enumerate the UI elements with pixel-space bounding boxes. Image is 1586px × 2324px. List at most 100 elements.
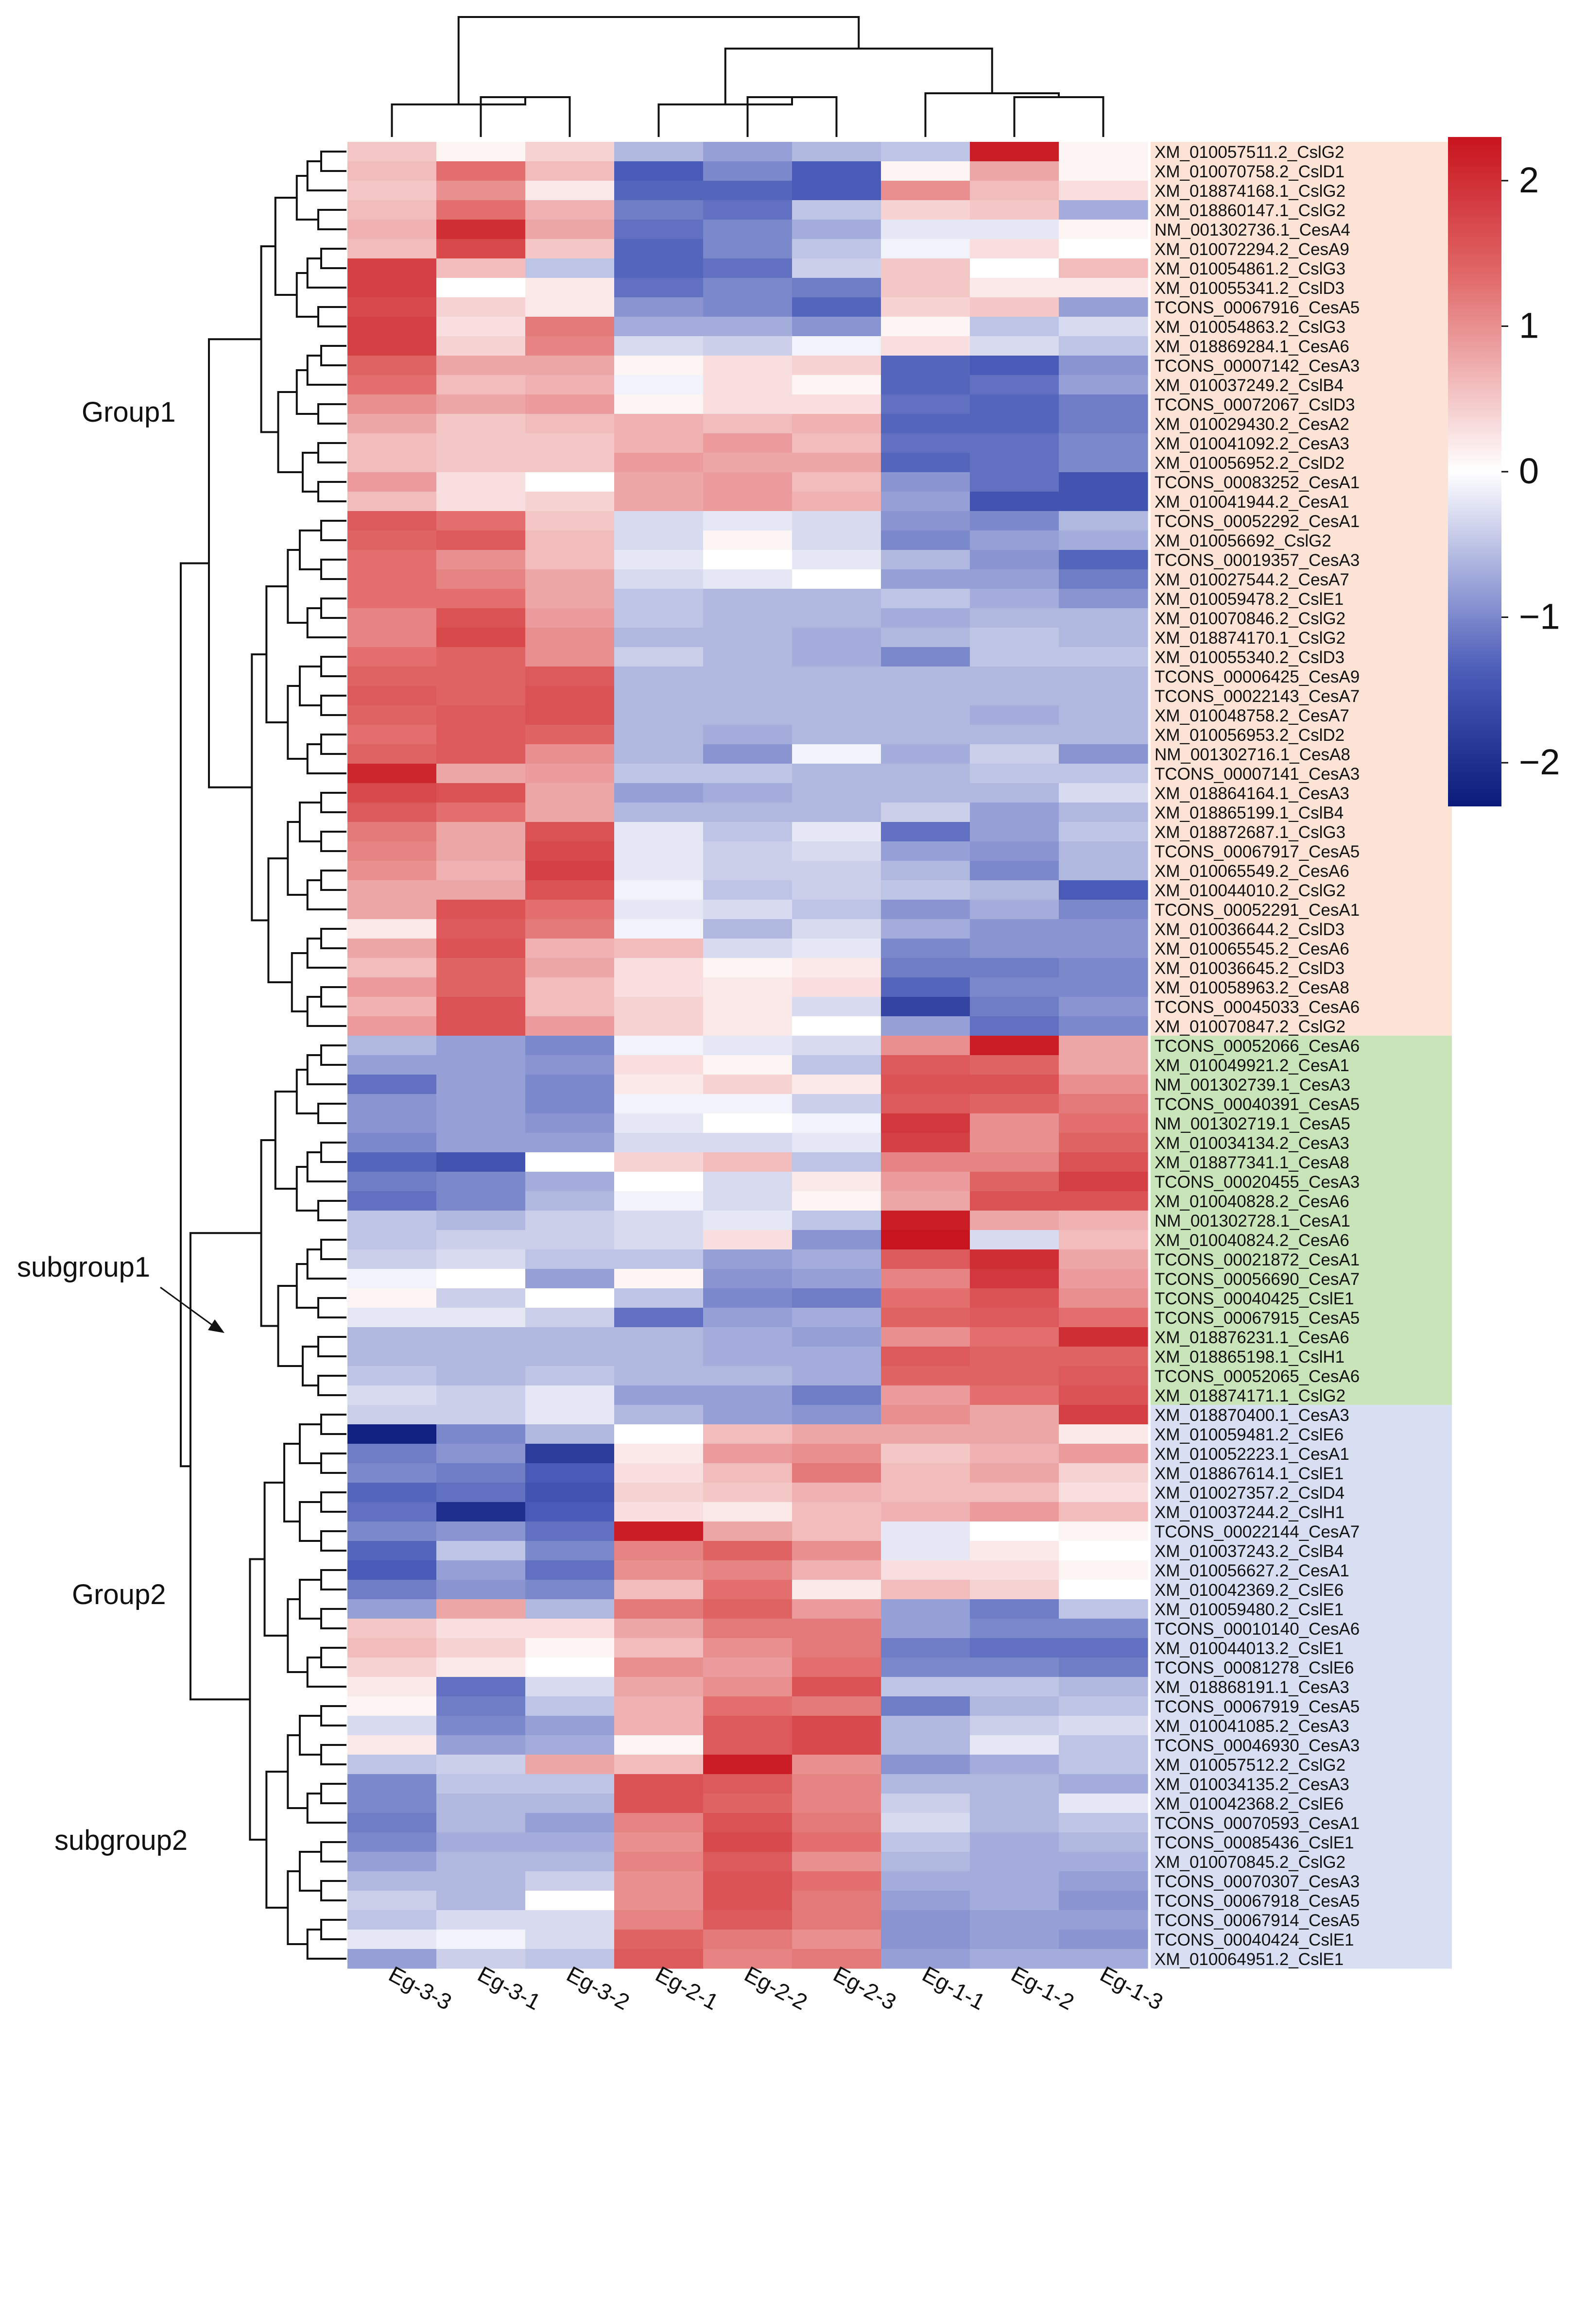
gene-label-background [1151,1560,1452,1580]
heatmap-cell [881,1424,970,1444]
heatmap-cell [525,1133,615,1153]
heatmap-cell [703,1347,793,1367]
heatmap-cell [881,297,970,317]
heatmap-cell [792,1619,881,1639]
heatmap-cell [703,1133,793,1153]
gene-label-background [1151,1269,1452,1289]
heatmap-cell [436,336,526,356]
heatmap-cell [436,1152,526,1172]
heatmap-cell [614,1871,704,1891]
heatmap-cell [881,1541,970,1561]
heatmap-cell [970,1755,1059,1775]
heatmap-cell [792,375,881,395]
heatmap-cell [614,1191,704,1211]
gene-label: NM_001302728.1_CesA1 [1155,1212,1350,1230]
heatmap-cell [703,492,793,512]
row-dendro-branch [265,1771,288,1909]
gene-label-background [1151,181,1452,201]
gene-label: TCONS_00022144_CesA7 [1155,1522,1360,1541]
row-dendro-branch [277,1285,303,1367]
heatmap-cell [347,1852,437,1872]
heatmap-cell [614,1172,704,1192]
heatmap-cell [881,142,970,162]
heatmap-cell [1059,1521,1148,1541]
heatmap-cell [347,803,437,822]
heatmap-cell [703,1172,793,1192]
gene-label-background [1151,1852,1452,1872]
heatmap-cell [1059,433,1148,453]
gene-label: XM_010064951.2_CslE1 [1155,1950,1344,1969]
heatmap-cell [436,1832,526,1852]
heatmap-cell [881,1269,970,1289]
heatmap-cell [881,1308,970,1328]
gene-label: TCONS_00067918_CesA5 [1155,1892,1360,1911]
heatmap-cell [881,530,970,550]
heatmap-cell [614,1444,704,1464]
heatmap-cell [614,939,704,958]
heatmap-cell [970,1463,1059,1483]
heatmap-cell [614,1230,704,1250]
gene-label-background [1151,725,1452,745]
heatmap-cell [792,1794,881,1813]
row-dendro-branch [302,452,318,493]
heatmap-cell [703,608,793,628]
gene-label: XM_010044013.2_CslE1 [1155,1639,1344,1658]
heatmap-cell [1059,1385,1148,1405]
heatmap-cell [1059,472,1148,492]
heatmap-cell [792,1191,881,1211]
heatmap-cell [614,1463,704,1483]
heatmap-cell [1059,1891,1148,1911]
heatmap-cell [436,1211,526,1230]
heatmap-cell [703,1502,793,1522]
row-dendro-branch [208,338,261,788]
heatmap-cell [525,1152,615,1172]
heatmap-cell [1059,1444,1148,1464]
heatmap-cell [436,997,526,1017]
heatmap-cell [970,1580,1059,1600]
heatmap-cell [614,375,704,395]
heatmap-cell [1059,1094,1148,1114]
heatmap-cell [436,530,526,550]
heatmap-cell [970,1930,1059,1949]
heatmap-cell [347,1930,437,1949]
heatmap-cell [347,433,437,453]
gene-label: XM_010036645.2_CslD3 [1155,959,1345,978]
heatmap-cell [436,1094,526,1114]
heatmap-cell [881,1774,970,1794]
heatmap-cell [436,414,526,434]
gene-label-background [1151,1891,1452,1911]
heatmap-cell [1059,297,1148,317]
heatmap-cell [1059,200,1148,220]
heatmap-cell [881,1891,970,1911]
heatmap-cell [347,1910,437,1930]
heatmap-cell [703,200,793,220]
heatmap-cell [703,958,793,978]
heatmap-cell [970,414,1059,434]
heatmap-cell [525,336,615,356]
gene-label-background [1151,919,1452,939]
gene-label-background [1151,1385,1452,1405]
gene-label: XM_010052223.1_CesA1 [1155,1445,1349,1464]
heatmap-cell [1059,278,1148,298]
row-dendro-branch [320,1452,346,1474]
heatmap-cell [347,1269,437,1289]
heatmap-cell [436,1638,526,1658]
gene-label: XM_010042369.2_CslE6 [1155,1581,1344,1600]
heatmap-cell [703,1152,793,1172]
heatmap-cell [436,1541,526,1561]
heatmap-cell [347,453,437,473]
row-dendro-branch [320,656,346,677]
heatmap-cell [614,1269,704,1289]
heatmap-cell [792,608,881,628]
heatmap-cell [614,239,704,259]
row-dendro-branch [320,248,346,269]
heatmap-cell [614,1036,704,1056]
heatmap-cell [525,297,615,317]
heatmap-cell [792,1658,881,1677]
gene-label-background [1151,1619,1452,1639]
gene-label-background [1151,1599,1452,1619]
heatmap-cell [970,1949,1059,1969]
heatmap-cell [614,1521,704,1541]
heatmap-cell [347,861,437,881]
heatmap-cell [614,861,704,881]
